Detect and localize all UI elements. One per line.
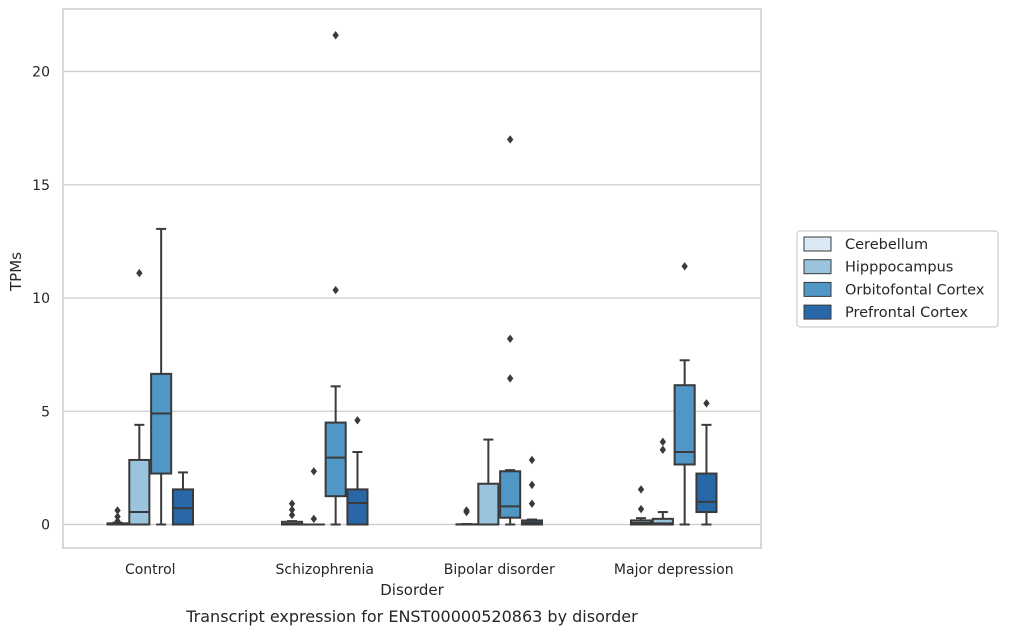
x-tick-label: Control [125, 562, 176, 578]
outlier-point [288, 505, 296, 514]
x-tick-labels: Control Schizophrenia Bipolar disorder Majo… [125, 562, 734, 578]
x-axis-label: Disorder [380, 581, 444, 599]
x-tick-label: Major depression [614, 562, 734, 578]
legend: Cerebellum Hipppocampus Orbitofontal Corte… [796, 230, 999, 328]
box-prefrontal-cortex [695, 399, 718, 526]
box-prefrontal-cortex [346, 416, 369, 526]
box-prefrontal-cortex [171, 471, 195, 526]
box-orbitofontal-cortex [499, 135, 522, 526]
y-tick-labels: 0 5 10 15 20 [32, 65, 50, 534]
x-tick-label: Bipolar disorder [444, 562, 555, 578]
box-iqr [673, 384, 696, 466]
outlier-point [506, 135, 514, 144]
outlier-point [528, 455, 536, 465]
box-hipppocampus [477, 438, 500, 526]
legend-label: Orbitofontal Cortex [845, 282, 985, 298]
legend-label: Hipppocampus [845, 260, 953, 276]
box-iqr [324, 421, 347, 498]
outlier-point [310, 467, 318, 476]
box-iqr [695, 472, 718, 514]
legend-swatch [803, 304, 832, 320]
outlier-point [681, 262, 688, 271]
outlier-point [114, 512, 121, 521]
outlier-point [332, 31, 339, 40]
box-orbitofontal-cortex [324, 31, 347, 526]
outlier-point [637, 504, 645, 514]
box-iqr [150, 372, 173, 475]
y-tick-label: 20 [32, 65, 50, 81]
outlier-point [288, 510, 296, 520]
box-iqr [651, 517, 674, 526]
plot-area-frame [62, 8, 762, 549]
box-hipppocampus [302, 467, 325, 526]
box-cerebellum [455, 506, 478, 526]
box-cerebellum [280, 499, 304, 526]
legend-swatch [803, 236, 832, 252]
box-iqr [346, 488, 369, 526]
box-prefrontal-cortex [520, 455, 544, 526]
y-tick-label: 10 [32, 291, 50, 307]
outlier-point [310, 514, 318, 524]
x-tick-label: Schizophrenia [276, 562, 374, 578]
outlier-point [659, 437, 667, 447]
legend-label: Cerebellum [845, 237, 928, 253]
outlier-point [637, 485, 645, 494]
box-iqr [171, 488, 195, 526]
outlier-point [136, 268, 143, 278]
legend-label: Prefrontal Cortex [845, 305, 968, 321]
box-hipppocampus [651, 437, 674, 526]
box-iqr [128, 458, 151, 526]
box-iqr [477, 482, 500, 526]
box-cerebellum [106, 506, 129, 526]
y-axis-label: TPMs [7, 252, 25, 292]
legend-swatch [803, 259, 832, 275]
outlier-point [114, 516, 121, 526]
outlier-point [114, 506, 121, 515]
outlier-point [288, 499, 296, 508]
outlier-point [354, 416, 361, 425]
box-cerebellum [629, 485, 653, 526]
outlier-point [506, 334, 514, 343]
legend-swatch [803, 281, 832, 297]
box-orbitofontal-cortex [150, 227, 173, 526]
y-tick-label: 0 [41, 518, 50, 534]
box-series-layer [106, 31, 718, 526]
outlier-point [332, 285, 339, 295]
outlier-point [528, 499, 536, 508]
outlier-point [703, 399, 710, 408]
outlier-point [528, 480, 536, 490]
outlier-point [463, 506, 470, 515]
outlier-point [506, 374, 514, 383]
y-tick-label: 5 [41, 404, 50, 420]
outlier-point [659, 445, 667, 454]
box-iqr [499, 470, 522, 519]
box-hipppocampus [128, 268, 151, 526]
y-tick-label: 15 [32, 178, 50, 194]
box-orbitofontal-cortex [673, 262, 696, 526]
legend-frame [796, 230, 999, 328]
figure-caption: Transcript expression for ENST0000052086… [185, 607, 638, 626]
